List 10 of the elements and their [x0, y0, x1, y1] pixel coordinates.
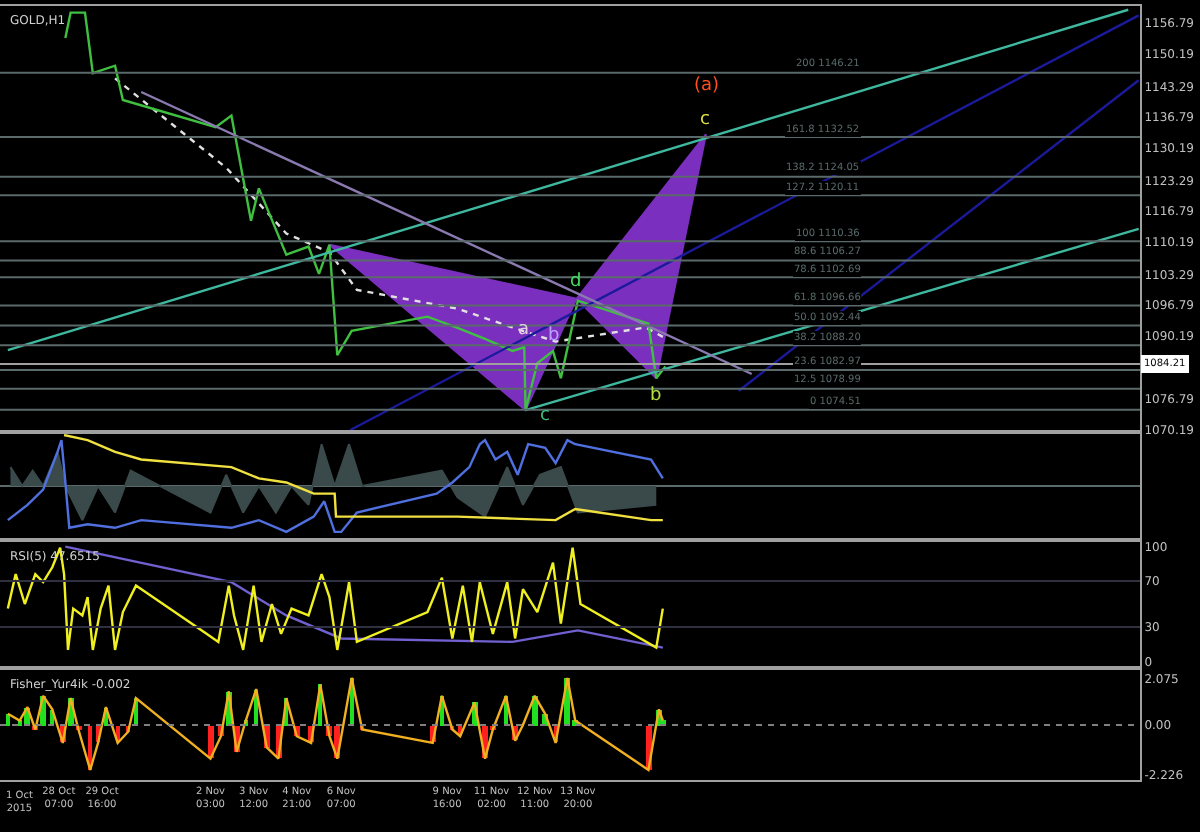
annotation: c — [540, 406, 550, 426]
annotation: (a) — [694, 76, 720, 96]
annotation: d — [570, 272, 582, 292]
line-series — [6, 676, 665, 772]
annotation: b — [548, 326, 560, 346]
annotation: b — [650, 386, 662, 406]
line-series — [113, 77, 665, 343]
annotation: a — [518, 320, 530, 340]
annotation: c — [700, 110, 710, 130]
line-series — [64, 11, 667, 412]
